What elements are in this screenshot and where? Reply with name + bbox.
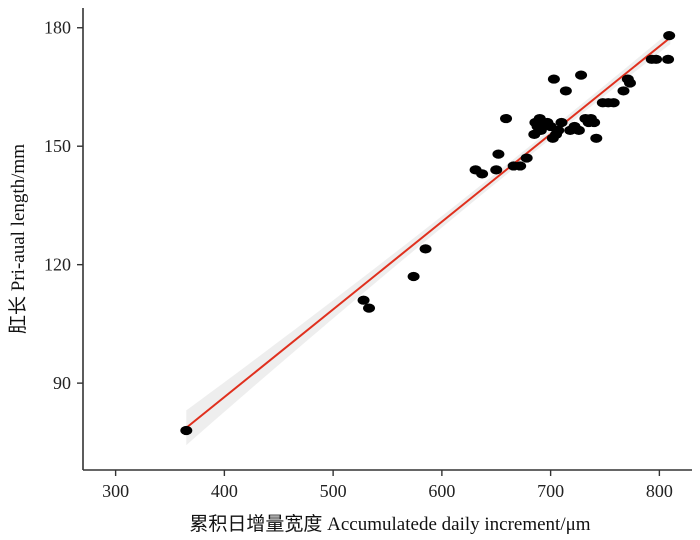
data-point (476, 169, 489, 179)
x-axis-title: 累积日增量宽度 Accumulatede daily increment/μm (189, 513, 590, 535)
data-point (407, 271, 420, 282)
fit-line-layer (185, 36, 671, 429)
data-point (607, 98, 620, 108)
y-tick-label: 180 (44, 18, 71, 38)
confidence-band-layer (186, 31, 671, 446)
data-point (180, 425, 193, 436)
data-point (617, 86, 630, 96)
data-point (572, 125, 585, 136)
data-point (552, 125, 565, 136)
x-tick-label: 300 (102, 481, 129, 501)
data-point (514, 161, 527, 171)
x-tick-label: 400 (211, 481, 238, 501)
axes-layer (82, 8, 692, 471)
data-point (575, 70, 588, 80)
data-point (492, 149, 505, 159)
data-point (663, 31, 676, 41)
confidence-band (186, 31, 671, 446)
y-axis-title: 肛长 Pri-aual length/mm (7, 144, 29, 334)
data-points-layer (180, 31, 676, 436)
data-point (590, 133, 603, 143)
data-point (363, 303, 376, 313)
data-point (588, 117, 601, 128)
ticks-layer: 300 400 500 600 700 800 90 120 150 180 (44, 18, 673, 501)
data-point (555, 117, 568, 128)
data-point (419, 244, 432, 254)
regression-line (185, 36, 671, 429)
data-point (500, 113, 513, 124)
x-tick-label: 500 (320, 481, 347, 501)
data-point (490, 165, 503, 175)
data-point (624, 78, 637, 88)
data-point (650, 54, 663, 64)
data-point (662, 54, 675, 64)
data-point (559, 86, 572, 96)
y-tick-label: 150 (44, 136, 71, 156)
data-point (547, 74, 560, 84)
x-tick-label: 700 (537, 481, 564, 501)
data-point (520, 153, 533, 163)
y-tick-label: 120 (44, 255, 71, 275)
data-point (357, 295, 370, 305)
x-tick-label: 600 (428, 481, 455, 501)
data-point (534, 125, 547, 136)
y-tick-label: 90 (53, 373, 71, 393)
x-tick-label: 800 (646, 481, 673, 501)
